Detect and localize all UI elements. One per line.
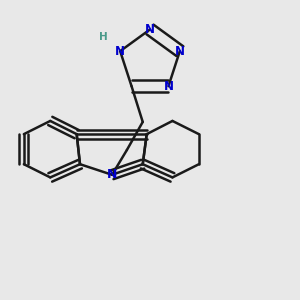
Text: H: H	[99, 32, 108, 42]
Text: N: N	[175, 45, 185, 58]
Text: N: N	[164, 80, 173, 93]
Text: N: N	[107, 168, 117, 181]
Text: N: N	[145, 23, 155, 36]
Text: N: N	[115, 45, 125, 58]
